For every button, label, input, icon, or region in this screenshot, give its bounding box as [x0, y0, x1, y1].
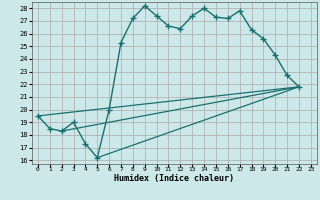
- X-axis label: Humidex (Indice chaleur): Humidex (Indice chaleur): [115, 174, 234, 183]
